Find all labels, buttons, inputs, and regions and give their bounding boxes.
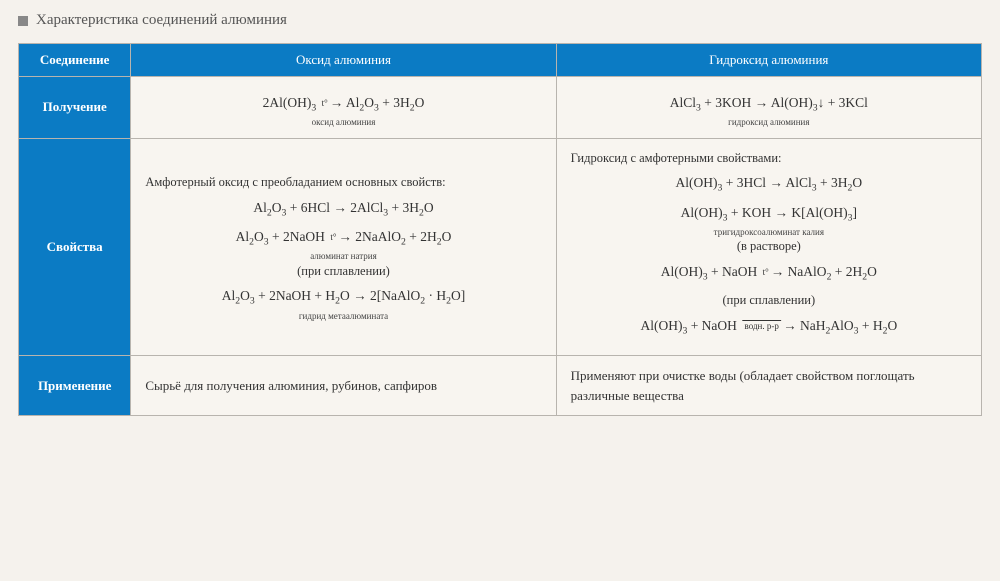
compounds-table: Соединение Оксид алюминия Гидроксид алюм… — [18, 43, 982, 416]
header-row: Соединение Оксид алюминия Гидроксид алюм… — [19, 44, 982, 77]
prop-oxide-eq1: Al2O3 + 6HCl → 2AlCl3 + 3H2O — [145, 198, 541, 221]
prop-hyd-eq3: Al(OH)3 + NaOH t°→ NaAlO2 + 2H2O — [571, 262, 967, 285]
prop-oxide-intro: Амфотерный оксид с преобладанием основны… — [145, 173, 541, 192]
prop-hyd-eq2: Al(OH)3 + KOH → K[Al(OH)3] — [571, 203, 967, 226]
prop-hyd-eq1: Al(OH)3 + 3HCl → AlCl3 + 3H2O — [571, 173, 967, 196]
page-title: Характеристика соединений алюминия — [18, 12, 982, 29]
cell-prep-oxide: 2Al(OH)3 t°→ Al2O3 + 3H2O оксид алюминия — [131, 77, 556, 139]
prop-oxide-eq2: Al2O3 + 2NaOH t°→ 2NaAlO2 + 2H2O — [145, 227, 541, 250]
row-properties: Свойства Амфотерный оксид с преобладание… — [19, 138, 982, 356]
prop-oxide-eq2-under: алюминат натрия — [145, 252, 541, 261]
cell-app-hydroxide: Применяют при очистке воды (обладает сво… — [556, 356, 981, 416]
prop-hyd-eq2-under: тригидроксоалюминат калия — [571, 228, 967, 237]
prop-oxide-eq3-under: гидрид метаалюмината — [145, 312, 541, 321]
prep-hyd-under: гидроксид алюминия — [571, 118, 967, 127]
row-label-preparation: Получение — [19, 77, 131, 139]
cell-prep-hydroxide: AlCl3 + 3KOH → Al(OH)3↓ + 3KCl гидроксид… — [556, 77, 981, 139]
row-label-properties: Свойства — [19, 138, 131, 356]
prep-oxide-under: оксид алюминия — [145, 118, 541, 127]
prop-hyd-intro: Гидроксид с амфотерными свойствами: — [571, 149, 967, 168]
prop-oxide-eq2-note: (при сплавлении) — [145, 262, 541, 281]
row-application: Применение Сырьё для получения алюминия,… — [19, 356, 982, 416]
prop-hyd-eq3-note: (при сплавлении) — [571, 291, 967, 310]
prop-hyd-eq2-note: (в растворе) — [571, 237, 967, 256]
row-preparation: Получение 2Al(OH)3 t°→ Al2O3 + 3H2O окси… — [19, 77, 982, 139]
prop-hyd-eq4: Al(OH)3 + NaOH водн. р-р → NaH2AlO3 + H2… — [571, 316, 967, 339]
title-marker — [18, 16, 28, 26]
cell-prop-oxide: Амфотерный оксид с преобладанием основны… — [131, 138, 556, 356]
prop-oxide-eq3: Al2O3 + 2NaOH + H2O → 2[NaAlO2 · H2O] — [145, 286, 541, 309]
col-header-oxide: Оксид алюминия — [131, 44, 556, 77]
title-text: Характеристика соединений алюминия — [36, 12, 287, 29]
row-label-application: Применение — [19, 356, 131, 416]
prep-oxide-formula: 2Al(OH)3 t°→ Al2O3 + 3H2O — [145, 93, 541, 116]
prep-hyd-formula: AlCl3 + 3KOH → Al(OH)3↓ + 3KCl — [571, 93, 967, 116]
col-header-compound: Соединение — [19, 44, 131, 77]
cell-app-oxide: Сырьё для получения алюминия, рубинов, с… — [131, 356, 556, 416]
col-header-hydroxide: Гидроксид алюминия — [556, 44, 981, 77]
cell-prop-hydroxide: Гидроксид с амфотерными свойствами: Al(O… — [556, 138, 981, 356]
